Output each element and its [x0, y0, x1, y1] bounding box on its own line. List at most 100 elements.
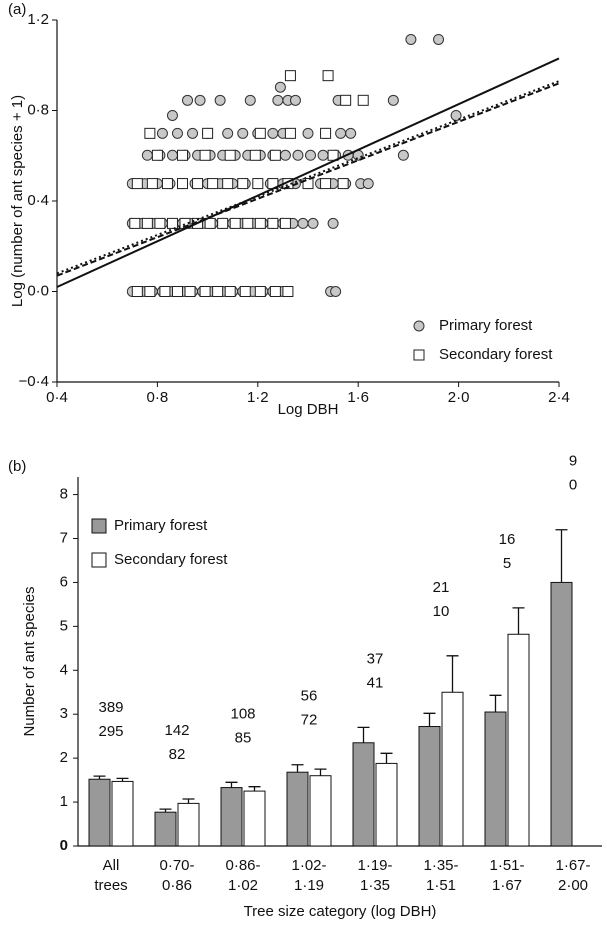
y-tick-label: 1	[60, 793, 68, 810]
x-tick-label: 1·35-	[423, 857, 458, 874]
y-axis-label: Number of ant species	[21, 586, 38, 736]
point	[405, 33, 417, 45]
point	[192, 178, 204, 190]
point	[269, 149, 281, 161]
error-bar	[159, 808, 172, 813]
point	[131, 178, 143, 190]
y-tick-label: 0	[60, 837, 68, 854]
point	[202, 127, 214, 139]
point	[199, 286, 211, 297]
sample-size: 108	[230, 705, 255, 722]
sample-size: 0	[569, 477, 577, 494]
x-tick-label: 2·0	[448, 389, 470, 406]
point	[237, 127, 249, 139]
error-bar	[314, 768, 327, 776]
bar	[111, 780, 134, 847]
point	[362, 178, 374, 190]
x-tick-label: 0·8	[147, 389, 169, 406]
sample-size: 16	[499, 531, 516, 548]
point	[279, 217, 291, 229]
point	[249, 149, 261, 161]
sample-size: 5	[503, 555, 511, 572]
y-tick-label: 5	[60, 617, 68, 634]
point	[345, 127, 357, 139]
point	[322, 70, 334, 82]
point	[177, 149, 188, 161]
point	[239, 286, 251, 297]
x-tick-label: trees	[94, 877, 127, 894]
point	[357, 94, 369, 106]
x-tick-label: 1·2	[247, 389, 269, 406]
sample-size: 10	[433, 603, 450, 620]
point	[335, 127, 347, 139]
point	[305, 149, 317, 161]
point	[229, 217, 241, 229]
y-axis-label: Log (number of ant species + 1)	[9, 95, 26, 307]
legend-swatch	[91, 518, 107, 534]
point	[267, 217, 279, 229]
sample-size: 37	[367, 650, 384, 667]
legend-marker	[413, 320, 425, 332]
error-bar	[380, 752, 393, 764]
point	[320, 127, 332, 139]
sample-size: 295	[98, 723, 123, 740]
y-tick-label: 0·4	[27, 192, 49, 209]
x-tick-label: All	[103, 857, 120, 874]
point	[212, 286, 224, 297]
x-tick-label: 0·86-	[225, 857, 260, 874]
y-tick-label: 4	[60, 661, 68, 678]
x-tick-label: 1·51-	[489, 857, 524, 874]
legend-label: Primary forest	[439, 317, 533, 334]
point	[146, 178, 158, 190]
point	[450, 109, 462, 121]
bar	[507, 633, 530, 847]
sample-size: 41	[367, 674, 384, 691]
bar	[88, 778, 111, 847]
fit-line	[56, 80, 560, 275]
point	[141, 149, 153, 161]
point	[267, 127, 279, 139]
point	[307, 217, 319, 229]
error-bar	[248, 786, 261, 792]
point	[274, 81, 286, 93]
point	[340, 94, 352, 106]
legend-marker	[413, 349, 425, 361]
bar	[484, 711, 507, 847]
bar	[441, 691, 464, 847]
bar	[154, 811, 177, 847]
legend-label: Secondary forest	[114, 551, 228, 568]
sample-size: 72	[301, 712, 318, 729]
point	[297, 217, 309, 229]
point	[182, 94, 194, 106]
sample-size: 389	[98, 699, 123, 716]
error-bar	[512, 607, 525, 635]
point	[187, 127, 199, 139]
y-tick-label: 1·2	[27, 11, 49, 28]
bar	[220, 787, 243, 847]
x-axis-label: Log DBH	[278, 401, 339, 418]
point	[254, 127, 266, 139]
error-bar	[489, 694, 502, 713]
point	[144, 286, 156, 297]
x-tick-label: 1·02-	[291, 857, 326, 874]
point	[397, 149, 409, 161]
point	[433, 33, 445, 45]
point	[330, 286, 342, 297]
bar	[309, 775, 332, 847]
point	[166, 217, 178, 229]
x-tick-label: 2·00	[558, 877, 588, 894]
sample-size: 85	[235, 729, 252, 746]
point	[161, 178, 173, 190]
point	[269, 286, 281, 297]
y-tick-label: 3	[60, 705, 68, 722]
point	[222, 127, 234, 139]
x-tick-label: 2·4	[548, 389, 570, 406]
point	[337, 178, 349, 190]
point	[242, 217, 254, 229]
error-bar	[446, 655, 459, 693]
error-bar	[93, 775, 106, 780]
point	[177, 178, 188, 190]
point	[302, 127, 314, 139]
point	[284, 70, 296, 82]
x-tick-label: 1·51	[426, 877, 456, 894]
